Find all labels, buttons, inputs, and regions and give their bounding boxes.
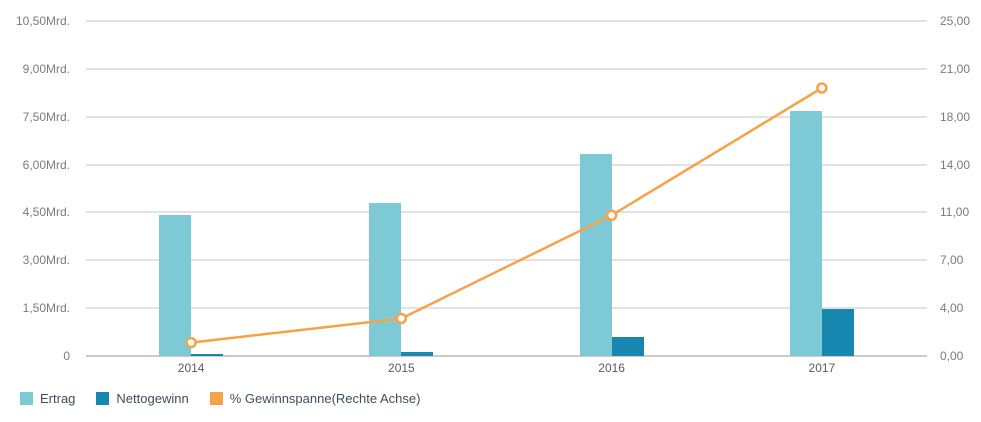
bar-ertrag-2017[interactable] — [789, 110, 822, 356]
right-axis-tick-label: 11,00 — [940, 205, 970, 220]
legend-item-ertrag[interactable]: Ertrag — [20, 391, 75, 406]
x-axis-line — [86, 355, 927, 357]
gewinnspanne-line-layer — [185, 82, 828, 349]
gridline — [86, 211, 927, 214]
bar-nettogewinn-2014[interactable] — [191, 354, 224, 356]
gewinnspanne-swatch-icon — [209, 392, 223, 405]
gridline — [86, 163, 927, 166]
left-axis-tick-label: 10,50Mrd. — [15, 14, 70, 28]
bar-ertrag-2015[interactable] — [369, 202, 402, 356]
category-axis-label: 2014 — [177, 361, 205, 375]
right-axis-tick-label: 14,00 — [940, 157, 971, 172]
right-axis-tick-label: 25,00 — [940, 14, 971, 28]
gridline — [86, 20, 927, 22]
category-axis-label: 2016 — [598, 361, 625, 375]
right-axis-tick-label: 18,00 — [940, 109, 971, 124]
bar-ertrag-2016[interactable] — [579, 154, 612, 356]
left-axis-tick-label: 1,50Mrd. — [22, 301, 70, 316]
line-marker-2014[interactable] — [185, 336, 197, 349]
gridline — [86, 115, 927, 118]
nettogewinn-swatch-icon — [96, 392, 110, 405]
legend-item-gewinnspanne[interactable]: % Gewinnspanne(Rechte Achse) — [209, 391, 421, 406]
left-axis-tick-label: 9,00Mrd. — [22, 61, 70, 76]
line-marker-2017[interactable] — [816, 82, 828, 94]
gridline — [86, 259, 927, 262]
right-axis-tick-label: 21,00 — [940, 61, 971, 76]
legend: Ertrag Nettogewinn % Gewinnspanne(Rechte… — [20, 391, 420, 406]
legend-item-label: Nettogewinn — [116, 391, 189, 406]
bar-nettogewinn-2017[interactable] — [821, 309, 854, 356]
gridline — [86, 67, 927, 70]
bar-ertrag-2014[interactable] — [159, 214, 192, 356]
left-axis-tick-label: 3,00Mrd. — [22, 253, 70, 268]
bar-nettogewinn-2016[interactable] — [611, 336, 644, 356]
left-axis-tick-label: 6,00Mrd. — [22, 157, 70, 172]
line-marker-2015[interactable] — [395, 312, 408, 325]
bar-nettogewinn-2015[interactable] — [401, 351, 434, 356]
gridline — [86, 307, 927, 310]
gewinnspanne-line — [190, 86, 823, 344]
left-axis-tick-label: 4,50Mrd. — [22, 205, 70, 220]
right-axis-tick-label: 4,00 — [940, 301, 964, 316]
line-marker-2016[interactable] — [605, 209, 618, 222]
category-axis-label: 2015 — [388, 361, 415, 375]
right-axis-tick-label: 7,00 — [940, 253, 964, 268]
legend-item-label: % Gewinnspanne(Rechte Achse) — [229, 391, 421, 406]
category-axis-label: 2017 — [808, 361, 836, 375]
ertrag-swatch-icon — [20, 392, 33, 405]
left-axis-tick-label: 0 — [63, 349, 70, 363]
right-axis-tick-label: 0,00 — [940, 349, 964, 363]
legend-item-label: Ertrag — [40, 391, 76, 406]
left-axis-tick-label: 7,50Mrd. — [22, 109, 70, 124]
plot-area — [86, 20, 927, 357]
legend-item-nettogewinn[interactable]: Nettogewinn — [96, 391, 189, 406]
